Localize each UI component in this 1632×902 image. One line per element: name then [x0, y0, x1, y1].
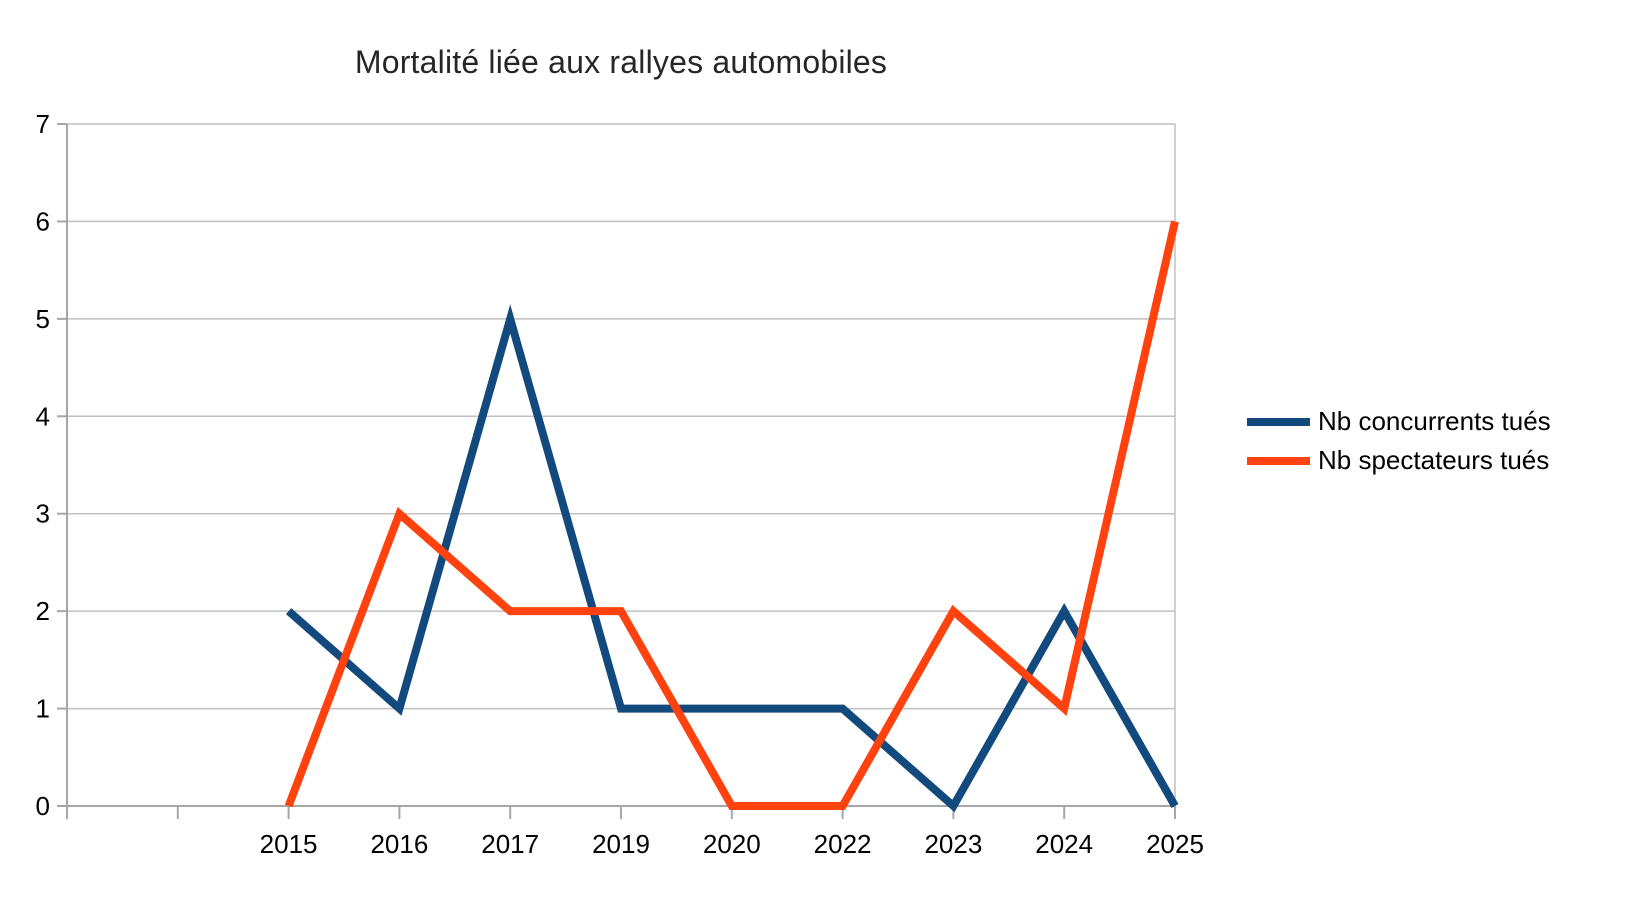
y-tick-label: 5	[36, 304, 50, 334]
y-gridlines	[67, 123, 1175, 710]
legend: Nb concurrents tués Nb spectateurs tués	[1247, 402, 1551, 480]
x-tick-label: 2024	[1035, 829, 1093, 859]
legend-swatch-concurrents-icon	[1247, 417, 1310, 426]
y-tick-label: 6	[36, 206, 50, 236]
series-line-0	[285, 304, 1179, 813]
x-tick-label: 2023	[924, 829, 982, 859]
x-tick-label: 2016	[370, 829, 428, 859]
x-tick-labels: 2015 2016 2017 2019 2020 2022 2023 2024 2025	[66, 806, 1204, 859]
y-tick-label: 7	[36, 109, 50, 139]
y-tick-label: 2	[36, 596, 50, 626]
x-tick-label: 2015	[260, 829, 318, 859]
legend-entry-concurrents: Nb concurrents tués	[1247, 402, 1551, 441]
x-tick-label: 2020	[703, 829, 761, 859]
series-line-1	[284, 220, 1179, 810]
legend-label-spectateurs: Nb spectateurs tués	[1318, 445, 1550, 475]
y-tick-label: 3	[36, 499, 50, 529]
y-tick-label: 1	[36, 694, 50, 724]
x-tick-label: 2022	[814, 829, 872, 859]
y-tick-labels: 0 1 2 3 4 5 6 7	[36, 109, 67, 821]
x-tick-label: 2019	[592, 829, 650, 859]
legend-entry-spectateurs: Nb spectateurs tués	[1247, 441, 1551, 480]
legend-label-concurrents: Nb concurrents tués	[1318, 406, 1551, 436]
x-tick-label: 2025	[1146, 829, 1204, 859]
x-tick-label: 2017	[481, 829, 539, 859]
chart-title: Mortalité liée aux rallyes automobiles	[354, 44, 888, 80]
y-tick-label: 0	[36, 791, 50, 821]
legend-swatch-spectateurs-icon	[1247, 456, 1310, 465]
y-tick-label: 4	[36, 401, 50, 431]
